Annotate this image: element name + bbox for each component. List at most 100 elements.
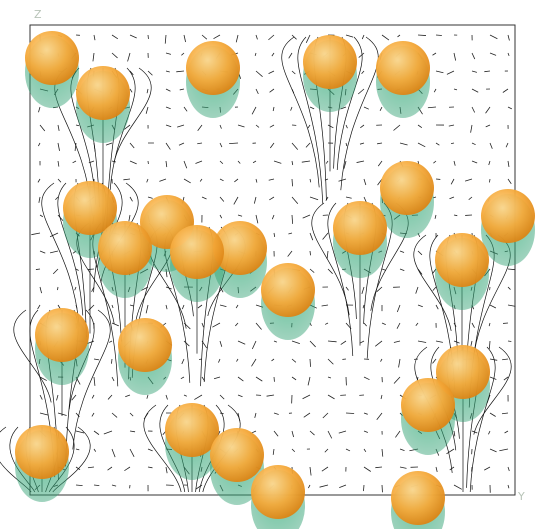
- vector: [362, 71, 364, 74]
- particle: [380, 161, 434, 215]
- vector: [363, 305, 364, 308]
- vector: [254, 197, 256, 204]
- vector: [146, 305, 148, 313]
- vector: [106, 143, 112, 145]
- vector: [38, 305, 40, 309]
- vector: [108, 395, 112, 399]
- vector: [339, 485, 346, 488]
- vector: [471, 125, 472, 133]
- vector: [148, 197, 153, 198]
- particle: [186, 41, 240, 95]
- vector: [435, 215, 436, 219]
- vector: [364, 323, 367, 326]
- vector: [220, 341, 222, 347]
- vector: [220, 143, 222, 147]
- vector: [76, 269, 79, 270]
- vector: [202, 323, 204, 327]
- vector: [124, 467, 130, 471]
- vector: [326, 161, 328, 164]
- vector: [73, 161, 76, 163]
- vector: [346, 143, 347, 146]
- vector: [394, 377, 400, 384]
- vector: [503, 89, 508, 92]
- vector: [398, 35, 400, 37]
- particle: [261, 263, 315, 317]
- vector: [310, 269, 314, 273]
- vector: [198, 125, 202, 131]
- vector: [508, 107, 512, 109]
- vector: [238, 125, 245, 127]
- vector: [292, 197, 298, 204]
- vector: [433, 359, 436, 363]
- vector: [196, 485, 202, 489]
- vector: [302, 161, 310, 162]
- vector: [256, 215, 258, 223]
- particle: [401, 378, 455, 432]
- vector: [363, 485, 364, 491]
- flow-visualization: Z Y: [0, 0, 537, 529]
- vector: [508, 179, 511, 184]
- vector: [274, 341, 277, 342]
- vector: [288, 233, 292, 234]
- vector: [220, 215, 222, 218]
- vector: [364, 413, 368, 414]
- vector: [306, 35, 310, 43]
- vector: [220, 305, 226, 307]
- particle: [376, 41, 430, 95]
- vector: [274, 431, 278, 436]
- vector: [269, 197, 274, 200]
- vector: [428, 107, 436, 108]
- vector: [360, 125, 364, 128]
- vector: [325, 449, 328, 452]
- vector: [418, 341, 426, 343]
- vector: [55, 197, 58, 200]
- vector: [273, 107, 274, 111]
- vector: [310, 179, 311, 182]
- vector: [93, 53, 94, 61]
- vector: [182, 359, 184, 364]
- vector: [416, 323, 418, 326]
- vector: [269, 179, 274, 180]
- vector: [292, 35, 297, 39]
- vector: [234, 197, 238, 204]
- vector: [36, 269, 40, 270]
- vector: [130, 89, 132, 92]
- vector: [310, 107, 314, 109]
- vector: [58, 143, 60, 151]
- particle: [481, 189, 535, 243]
- vector: [184, 107, 187, 111]
- vector: [489, 323, 490, 326]
- particles: [15, 31, 535, 529]
- vector: [397, 323, 400, 329]
- vector: [180, 89, 184, 90]
- vector: [446, 449, 454, 454]
- vector: [400, 251, 404, 253]
- vector: [220, 179, 224, 181]
- vector: [364, 179, 366, 185]
- vector: [184, 179, 191, 183]
- vector: [58, 125, 59, 131]
- vector: [364, 107, 369, 109]
- vector: [397, 305, 400, 312]
- vector: [451, 179, 454, 184]
- vector: [454, 431, 455, 436]
- vector: [346, 287, 349, 290]
- vector: [238, 395, 243, 397]
- vector: [202, 197, 207, 199]
- particle: [435, 233, 489, 287]
- vector: [328, 269, 333, 274]
- vector: [291, 107, 292, 111]
- vector: [94, 431, 99, 435]
- vector: [447, 71, 454, 74]
- vector: [416, 287, 418, 294]
- vector: [400, 269, 404, 271]
- vector: [328, 431, 332, 438]
- vector: [436, 143, 439, 145]
- vector: [220, 161, 223, 164]
- vector: [53, 269, 58, 274]
- vector: [303, 215, 310, 218]
- vector: [229, 143, 238, 144]
- vector: [112, 35, 118, 39]
- vector: [130, 161, 137, 164]
- vector: [322, 305, 328, 306]
